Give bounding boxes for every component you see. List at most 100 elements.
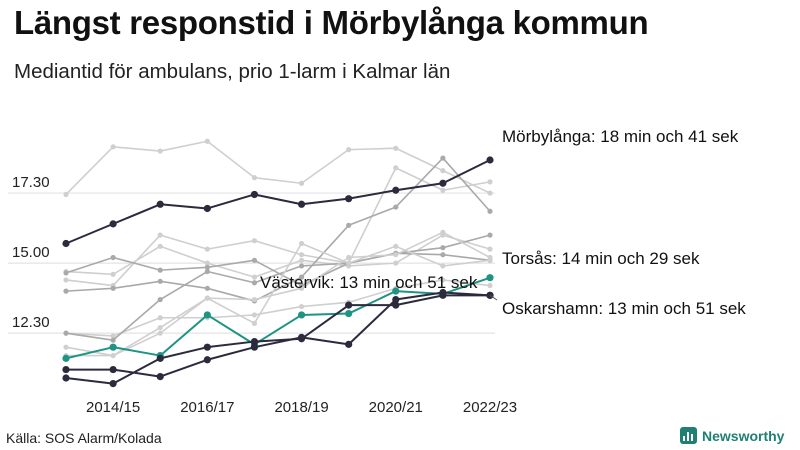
series-västervik <box>62 288 494 381</box>
data-point <box>109 220 117 228</box>
series-line <box>65 234 491 278</box>
brand-logo: Newsworthy <box>680 427 784 444</box>
data-point <box>297 333 306 341</box>
data-point <box>393 165 399 171</box>
data-point <box>251 296 258 303</box>
data-point <box>251 320 258 326</box>
x-tick-label: 2022/23 <box>463 399 517 416</box>
data-point <box>156 354 164 362</box>
data-point <box>110 352 116 359</box>
data-point <box>204 260 210 266</box>
x-tick-label: 2018/19 <box>274 399 328 416</box>
y-tick-label: 15.00 <box>12 244 50 261</box>
data-point <box>63 191 69 198</box>
data-point <box>487 246 493 252</box>
series-line <box>65 159 491 245</box>
data-point <box>157 315 163 321</box>
series-line <box>66 231 491 357</box>
x-tick-label: 2014/15 <box>86 399 140 416</box>
data-point <box>393 145 399 151</box>
label-leader-line <box>489 294 498 301</box>
bar-chart-icon <box>680 427 697 444</box>
data-point <box>439 179 447 187</box>
data-point <box>203 204 211 213</box>
data-point <box>157 324 163 331</box>
data-point <box>203 311 211 319</box>
source-note: Källa: SOS Alarm/Kolada <box>6 430 162 446</box>
series-label: Västervik: 13 min och 51 sek <box>260 273 478 292</box>
data-point <box>298 303 305 310</box>
data-point <box>345 309 353 318</box>
data-point <box>440 263 446 269</box>
series-line <box>65 252 491 341</box>
data-point <box>251 312 258 318</box>
data-point <box>487 208 493 214</box>
data-point <box>440 277 446 283</box>
data-point <box>62 239 70 248</box>
data-point <box>63 277 69 283</box>
data-point <box>345 340 353 348</box>
data-point <box>486 274 494 282</box>
data-point <box>251 280 258 286</box>
data-point <box>487 190 493 196</box>
data-point <box>486 156 494 164</box>
data-point <box>204 264 210 270</box>
data-point <box>157 330 163 336</box>
data-point <box>250 337 259 346</box>
data-point <box>439 288 447 297</box>
series-label: Oskarshamn: 13 min och 51 sek <box>502 299 746 318</box>
data-point <box>203 343 211 351</box>
y-tick-label: 12.30 <box>12 314 50 331</box>
data-point <box>251 257 258 263</box>
data-point <box>157 232 163 238</box>
series-label: Torsås: 14 min och 29 sek <box>502 249 700 268</box>
data-point <box>110 271 116 277</box>
data-point <box>392 301 400 309</box>
data-point <box>63 270 69 276</box>
data-point <box>393 260 399 266</box>
data-point <box>298 263 305 269</box>
data-point <box>298 180 305 186</box>
data-point <box>393 243 399 249</box>
data-point <box>110 144 116 150</box>
data-point <box>298 285 305 291</box>
data-point <box>62 374 70 382</box>
series-övrig-kommun-2 <box>63 165 493 289</box>
data-point <box>440 168 446 174</box>
data-point <box>157 278 163 284</box>
series-övrig-kommun-1 <box>63 138 493 198</box>
data-point <box>346 222 352 228</box>
data-point <box>250 190 259 199</box>
data-point <box>250 343 259 351</box>
data-point <box>157 243 163 249</box>
y-tick-label: 17.30 <box>12 174 50 191</box>
data-point <box>393 204 399 210</box>
series-övrig-kommun-9 <box>63 229 493 359</box>
data-point <box>109 343 117 351</box>
data-point <box>156 200 164 208</box>
data-point <box>346 254 352 261</box>
data-point <box>63 344 69 350</box>
data-point <box>393 252 399 258</box>
data-point <box>251 175 258 181</box>
data-point <box>392 287 400 295</box>
series-line <box>65 242 491 357</box>
data-point <box>345 301 353 309</box>
series-mörbylånga <box>62 156 494 248</box>
chart-subtitle: Mediantid för ambulans, prio 1-larm i Ka… <box>14 60 451 83</box>
data-point <box>109 365 117 374</box>
data-point <box>62 365 70 374</box>
series-label: Mörbylånga: 18 min och 41 sek <box>502 127 739 146</box>
series-oskarshamn <box>62 291 494 388</box>
data-point <box>345 195 353 203</box>
data-point <box>440 252 446 258</box>
data-point <box>109 379 117 388</box>
data-point <box>298 257 305 263</box>
data-point <box>440 229 446 235</box>
data-point <box>157 296 163 303</box>
data-point <box>346 260 352 266</box>
data-point <box>440 187 446 193</box>
series-line <box>65 294 490 385</box>
brand-name: Newsworthy <box>702 427 785 444</box>
data-point <box>156 372 164 381</box>
